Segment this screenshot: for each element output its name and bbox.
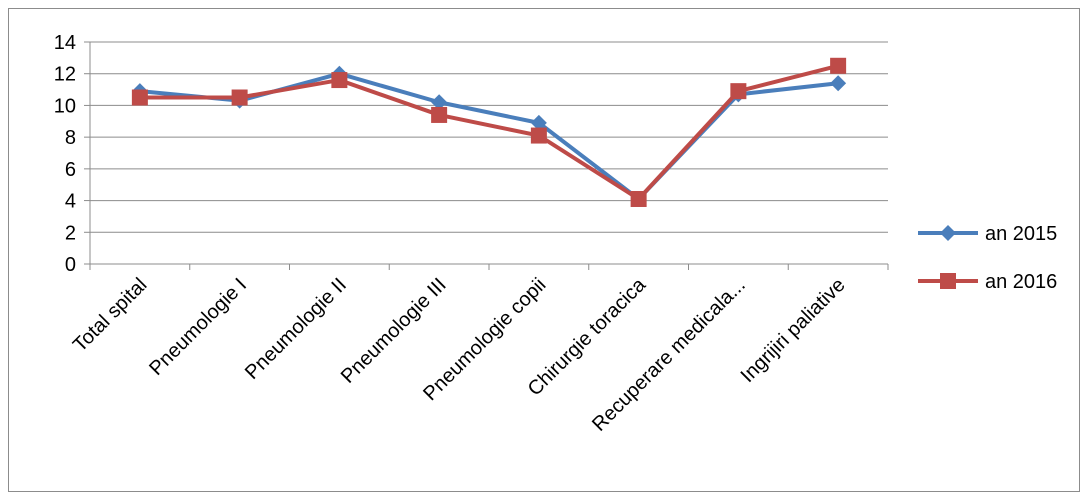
series-group: [131, 57, 847, 207]
y-tick-label: 0: [65, 254, 76, 276]
data-point-marker: [530, 127, 547, 144]
data-point-marker: [331, 72, 348, 89]
data-point-marker: [830, 57, 847, 74]
data-point-marker: [830, 75, 847, 92]
y-tick-label: 14: [54, 32, 76, 54]
y-tick-label: 12: [54, 64, 76, 86]
x-tick-label: Pneumologie II: [241, 274, 351, 384]
data-point-marker: [730, 83, 747, 100]
data-point-marker: [530, 114, 547, 131]
y-tick-label: 8: [65, 127, 76, 149]
legend-label: an 2016: [985, 271, 1057, 293]
x-tick-label: Pneumologie I: [145, 274, 251, 380]
data-point-marker: [431, 94, 448, 111]
x-tick-label: Total spital: [69, 274, 151, 356]
legend-marker: [940, 225, 956, 241]
data-point-marker: [231, 89, 248, 106]
data-point-marker: [630, 190, 647, 207]
legend: an 2015 an 2016: [918, 223, 1057, 293]
y-tick-label: 10: [54, 95, 76, 117]
axes: [84, 41, 889, 270]
series-line-2: [139, 63, 839, 201]
legend-marker: [940, 273, 956, 289]
x-tick-label: Pneumologie III: [337, 274, 451, 388]
y-axis-tick-labels: 0 2 4 6 8 10 12 14: [54, 32, 76, 276]
chart-frame: [8, 8, 1080, 492]
y-tick-label: 2: [65, 222, 76, 244]
data-point-marker: [131, 89, 148, 106]
data-point-marker: [431, 106, 448, 123]
gridlines: [90, 41, 888, 233]
x-tick-label: Ingrijiri paliative: [737, 274, 850, 387]
y-tick-label: 6: [65, 159, 76, 181]
legend-label: an 2015: [985, 223, 1057, 245]
y-tick-label: 4: [65, 191, 76, 213]
